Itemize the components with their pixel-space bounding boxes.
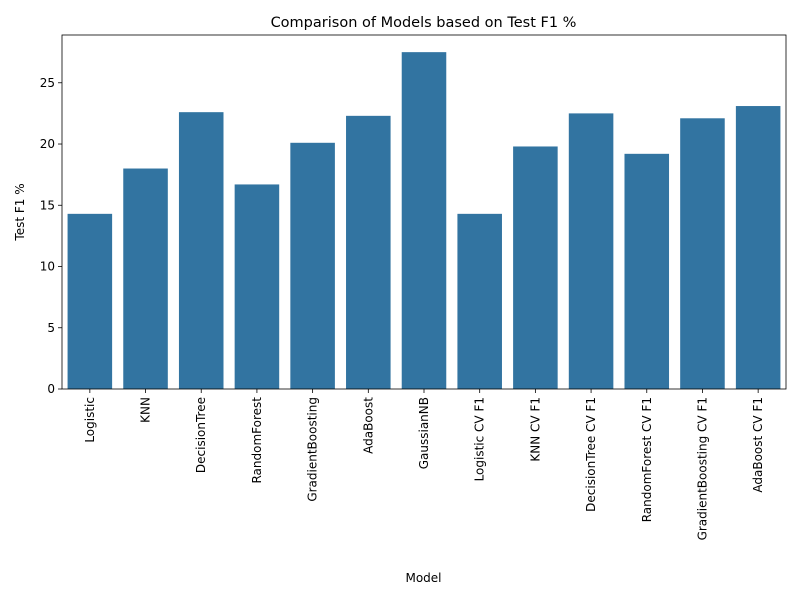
x-tick-label: GaussianNB bbox=[417, 397, 431, 469]
bar-logistic-cv-f1 bbox=[457, 213, 502, 389]
y-axis-label: Test F1 % bbox=[13, 183, 27, 241]
bar-knn bbox=[123, 168, 168, 389]
x-tick-label: DecisionTree CV F1 bbox=[584, 397, 598, 512]
bar-gradientboosting-cv-f1 bbox=[680, 118, 725, 389]
y-tick-label: 25 bbox=[40, 76, 55, 90]
x-tick-label: GradientBoosting bbox=[306, 397, 320, 502]
bar-randomforest bbox=[234, 184, 280, 389]
y-tick-label: 5 bbox=[47, 321, 55, 335]
chart-title: Comparison of Models based on Test F1 % bbox=[271, 15, 577, 31]
bar-decisiontree-cv-f1 bbox=[568, 113, 614, 389]
x-tick-label: DecisionTree bbox=[194, 397, 208, 473]
y-tick-label: 20 bbox=[40, 137, 55, 151]
x-tick-label: Logistic bbox=[83, 397, 97, 443]
plot-area: Logistic KNN DecisionTree RandomForest Gradi… bbox=[40, 34, 787, 540]
y-tick-label: 10 bbox=[40, 260, 55, 274]
bar-adaboost bbox=[346, 115, 391, 389]
bar-decisiontree bbox=[178, 112, 224, 390]
axes-frame bbox=[61, 34, 787, 390]
x-tick-label: AdaBoost CV F1 bbox=[751, 397, 765, 493]
bar-adaboost-cv-f1 bbox=[735, 106, 781, 389]
x-tick-label: AdaBoost bbox=[361, 397, 375, 454]
x-tick-label: Logistic CV F1 bbox=[473, 397, 487, 481]
x-axis-label: Model bbox=[405, 571, 441, 585]
x-tick-label: GradientBoosting CV F1 bbox=[695, 397, 709, 540]
x-tick-label: KNN CV F1 bbox=[528, 397, 542, 462]
y-tick-label: 0 bbox=[47, 382, 55, 396]
x-tick-label: RandomForest CV F1 bbox=[640, 397, 654, 522]
bar-gradientboosting bbox=[290, 142, 335, 389]
bar-knn-cv-f1 bbox=[513, 146, 558, 389]
bar-gaussiannb bbox=[401, 52, 447, 390]
y-tick-label: 15 bbox=[40, 198, 55, 212]
x-tick-label: RandomForest bbox=[250, 397, 264, 484]
bar-logistic bbox=[67, 213, 113, 389]
x-tick-label: KNN bbox=[139, 397, 153, 423]
bar-randomforest-cv-f1 bbox=[624, 153, 670, 389]
